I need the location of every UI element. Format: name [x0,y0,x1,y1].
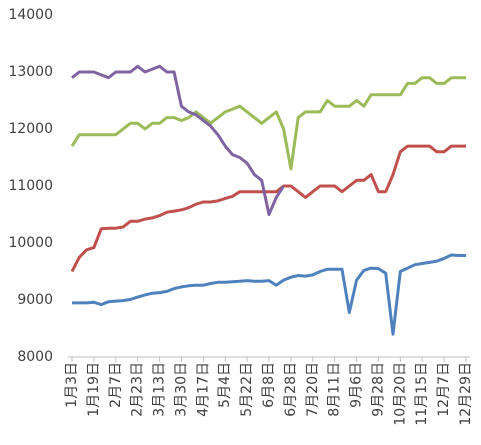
x-tick-label: 3月13日 [152,362,168,417]
x-tick-label: 9月6日 [349,362,365,408]
series-line [71,64,285,216]
x-tick-label: 12月29日 [458,362,474,426]
x-tick-label: 12月7日 [436,362,452,417]
x-tick-label: 4月17日 [195,362,211,417]
x-tick-label: 5月22日 [239,362,255,417]
x-tick-label: 5月4日 [217,362,233,408]
x-tick-label: 11月15日 [414,362,430,426]
y-tick-label: 9000 [17,292,53,308]
y-tick-label: 14000 [8,7,53,23]
series-line [70,76,466,171]
series-line [70,144,466,273]
y-tick-label: 11000 [8,178,53,194]
x-tick-label: 6月8日 [261,362,277,408]
y-tick-label: 10000 [8,235,53,251]
x-tick-label: 2月7日 [108,362,124,408]
x-tick-label: 3月30日 [173,362,189,417]
x-tick-label: 2月23日 [130,362,146,417]
x-tick-label: 10月20日 [392,362,408,426]
x-tick-label: 6月28日 [283,362,299,417]
x-tick-label: 8月11日 [327,362,343,417]
x-tick-label: 7月20日 [305,362,321,417]
x-tick-label: 1月19日 [86,362,102,417]
y-tick-label: 12000 [8,121,53,137]
y-tick-label: 8000 [17,349,53,365]
y-tick-label: 13000 [8,64,53,80]
x-tick-label: 9月28日 [370,362,386,417]
x-tick-label: 1月3日 [64,362,80,408]
series-line [72,253,466,336]
